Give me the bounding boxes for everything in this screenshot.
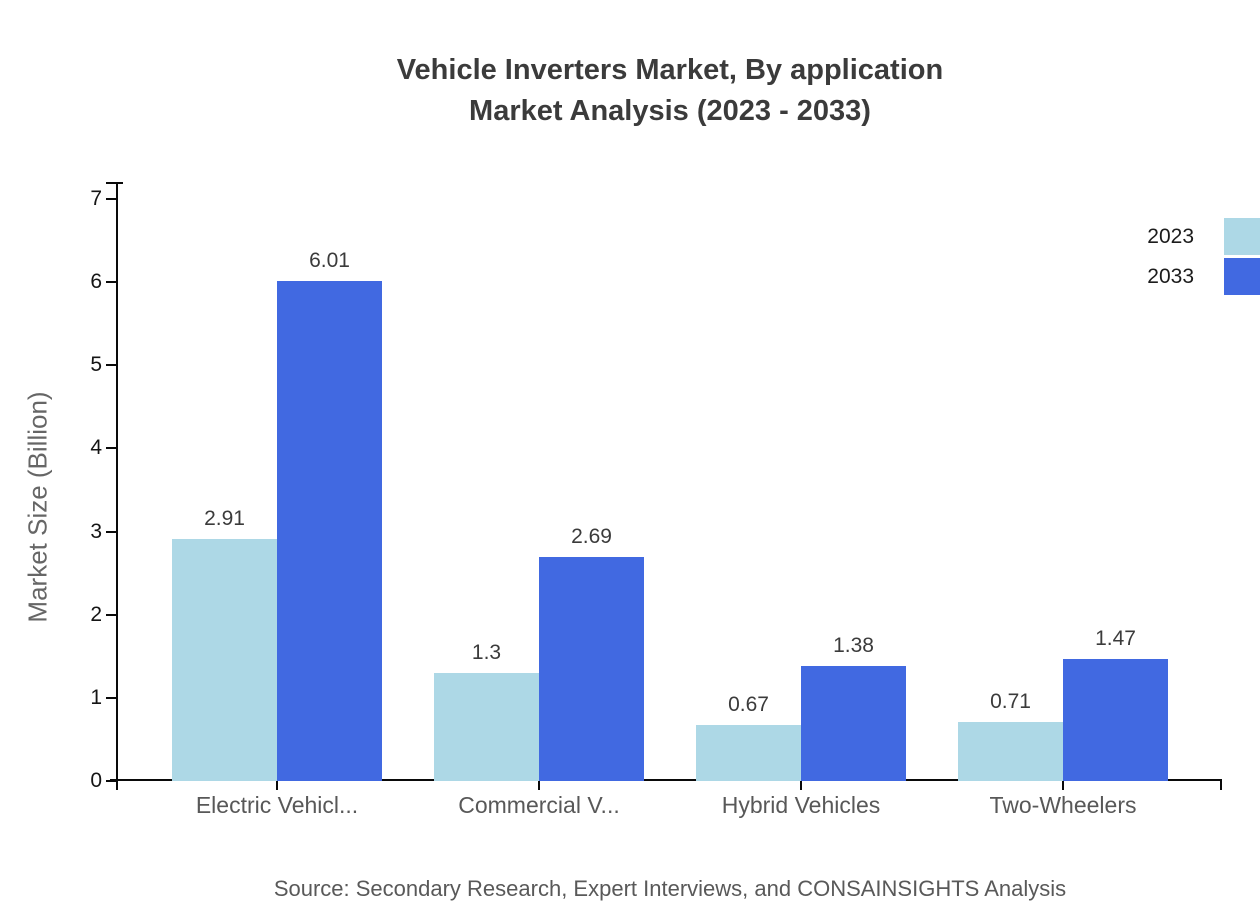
bar-value-label: 1.38	[833, 634, 874, 658]
x-tick	[800, 781, 802, 790]
y-tick-label: 7	[90, 187, 102, 210]
bar-2033-group1[interactable]	[277, 281, 382, 781]
x-tick	[276, 781, 278, 790]
y-axis-line	[116, 182, 118, 790]
legend-label: 2023	[1147, 224, 1194, 248]
x-axis-category-label: Commercial V...	[458, 792, 620, 818]
y-tick	[106, 281, 116, 284]
legend-label: 2033	[1147, 264, 1194, 288]
y-tick-label: 6	[90, 270, 102, 294]
y-tick	[106, 530, 116, 533]
bar-value-label: 1.3	[471, 640, 502, 664]
y-tick	[106, 447, 116, 450]
legend-color-swatch	[1224, 218, 1260, 255]
bar-2023-group1[interactable]	[172, 539, 277, 781]
y-tick	[106, 696, 116, 699]
bar-value-label: 0.71	[990, 689, 1031, 713]
bar-value-label: 2.91	[204, 507, 245, 531]
bar-value-label: 0.67	[728, 693, 769, 717]
bar-2023-group2[interactable]	[434, 672, 539, 781]
x-axis-category-label: Two-Wheelers	[989, 792, 1137, 818]
bar-value-label: 6.01	[309, 249, 350, 273]
y-tick-label: 5	[90, 353, 102, 377]
x-tick	[538, 781, 540, 790]
legend: 2023 2033	[1147, 218, 1260, 295]
y-tick	[106, 613, 116, 616]
x-axis-right-cap-tick	[1220, 781, 1222, 790]
y-axis-top-cap-tick	[106, 182, 123, 184]
bar-value-label: 2.69	[571, 525, 612, 549]
chart-title: Vehicle Inverters Market, By application…	[118, 50, 1222, 132]
x-axis-line	[110, 779, 1222, 781]
source-text: Source: Secondary Research, Expert Inter…	[273, 876, 1067, 901]
y-tick	[106, 198, 116, 200]
y-tick-label: 0	[90, 769, 102, 792]
x-axis-category-label: Electric Vehicl...	[195, 792, 359, 818]
bar-2023-group4[interactable]	[958, 721, 1063, 781]
y-tick	[106, 780, 116, 782]
bar-2023-group3[interactable]	[696, 725, 801, 781]
y-tick-label: 4	[90, 436, 102, 460]
x-axis-category-label: Hybrid Vehicles	[721, 792, 881, 818]
y-tick-label: 3	[90, 519, 102, 543]
legend-item-2023[interactable]: 2023	[1147, 218, 1260, 255]
bar-2033-group2[interactable]	[539, 557, 644, 781]
y-tick	[106, 364, 116, 367]
y-axis-title: Market Size (Billion)	[22, 391, 53, 623]
bar-2033-group4[interactable]	[1063, 658, 1168, 781]
bar-2033-group3[interactable]	[801, 666, 906, 781]
x-tick	[1062, 781, 1064, 790]
y-tick-label: 2	[90, 602, 102, 626]
legend-color-swatch	[1224, 258, 1260, 295]
chart-title-line1: Vehicle Inverters Market, By application	[396, 54, 944, 86]
legend-item-2033[interactable]: 2033	[1147, 258, 1260, 295]
y-tick-label: 1	[90, 685, 102, 709]
chart-title-line2: Market Analysis (2023 - 2033)	[469, 95, 871, 127]
bar-value-label: 1.47	[1095, 626, 1136, 650]
